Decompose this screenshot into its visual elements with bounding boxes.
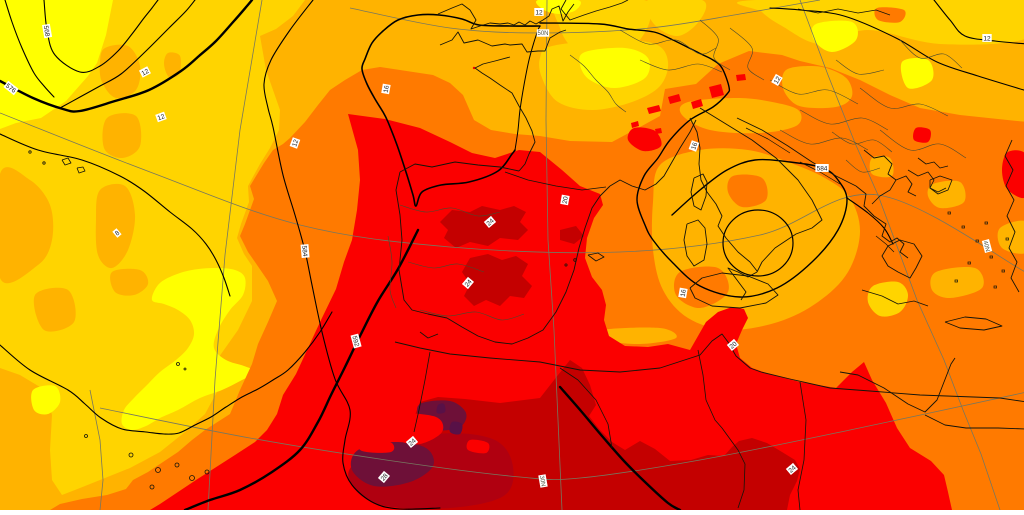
svg-text:16: 16 (690, 141, 699, 151)
svg-text:12: 12 (983, 35, 991, 42)
svg-text:12: 12 (141, 68, 151, 78)
svg-text:16: 16 (680, 289, 688, 298)
svg-text:592: 592 (350, 335, 360, 348)
svg-text:12: 12 (291, 138, 300, 148)
svg-text:28: 28 (380, 472, 390, 482)
svg-text:24: 24 (485, 217, 495, 227)
svg-text:24: 24 (407, 437, 417, 447)
svg-text:584: 584 (817, 165, 828, 172)
svg-text:568: 568 (42, 25, 51, 37)
svg-text:40N: 40N (982, 240, 991, 252)
svg-text:20: 20 (562, 196, 570, 205)
svg-text:16: 16 (383, 85, 391, 94)
svg-text:12: 12 (773, 75, 783, 85)
svg-text:8: 8 (114, 230, 122, 238)
svg-text:584: 584 (300, 245, 308, 257)
svg-text:24: 24 (464, 278, 474, 288)
svg-text:12: 12 (157, 113, 167, 122)
svg-text:30N: 30N (538, 475, 546, 487)
svg-text:50N: 50N (537, 31, 548, 37)
svg-text:20: 20 (728, 340, 738, 350)
svg-text:24: 24 (787, 464, 797, 474)
svg-text:12: 12 (535, 9, 543, 16)
